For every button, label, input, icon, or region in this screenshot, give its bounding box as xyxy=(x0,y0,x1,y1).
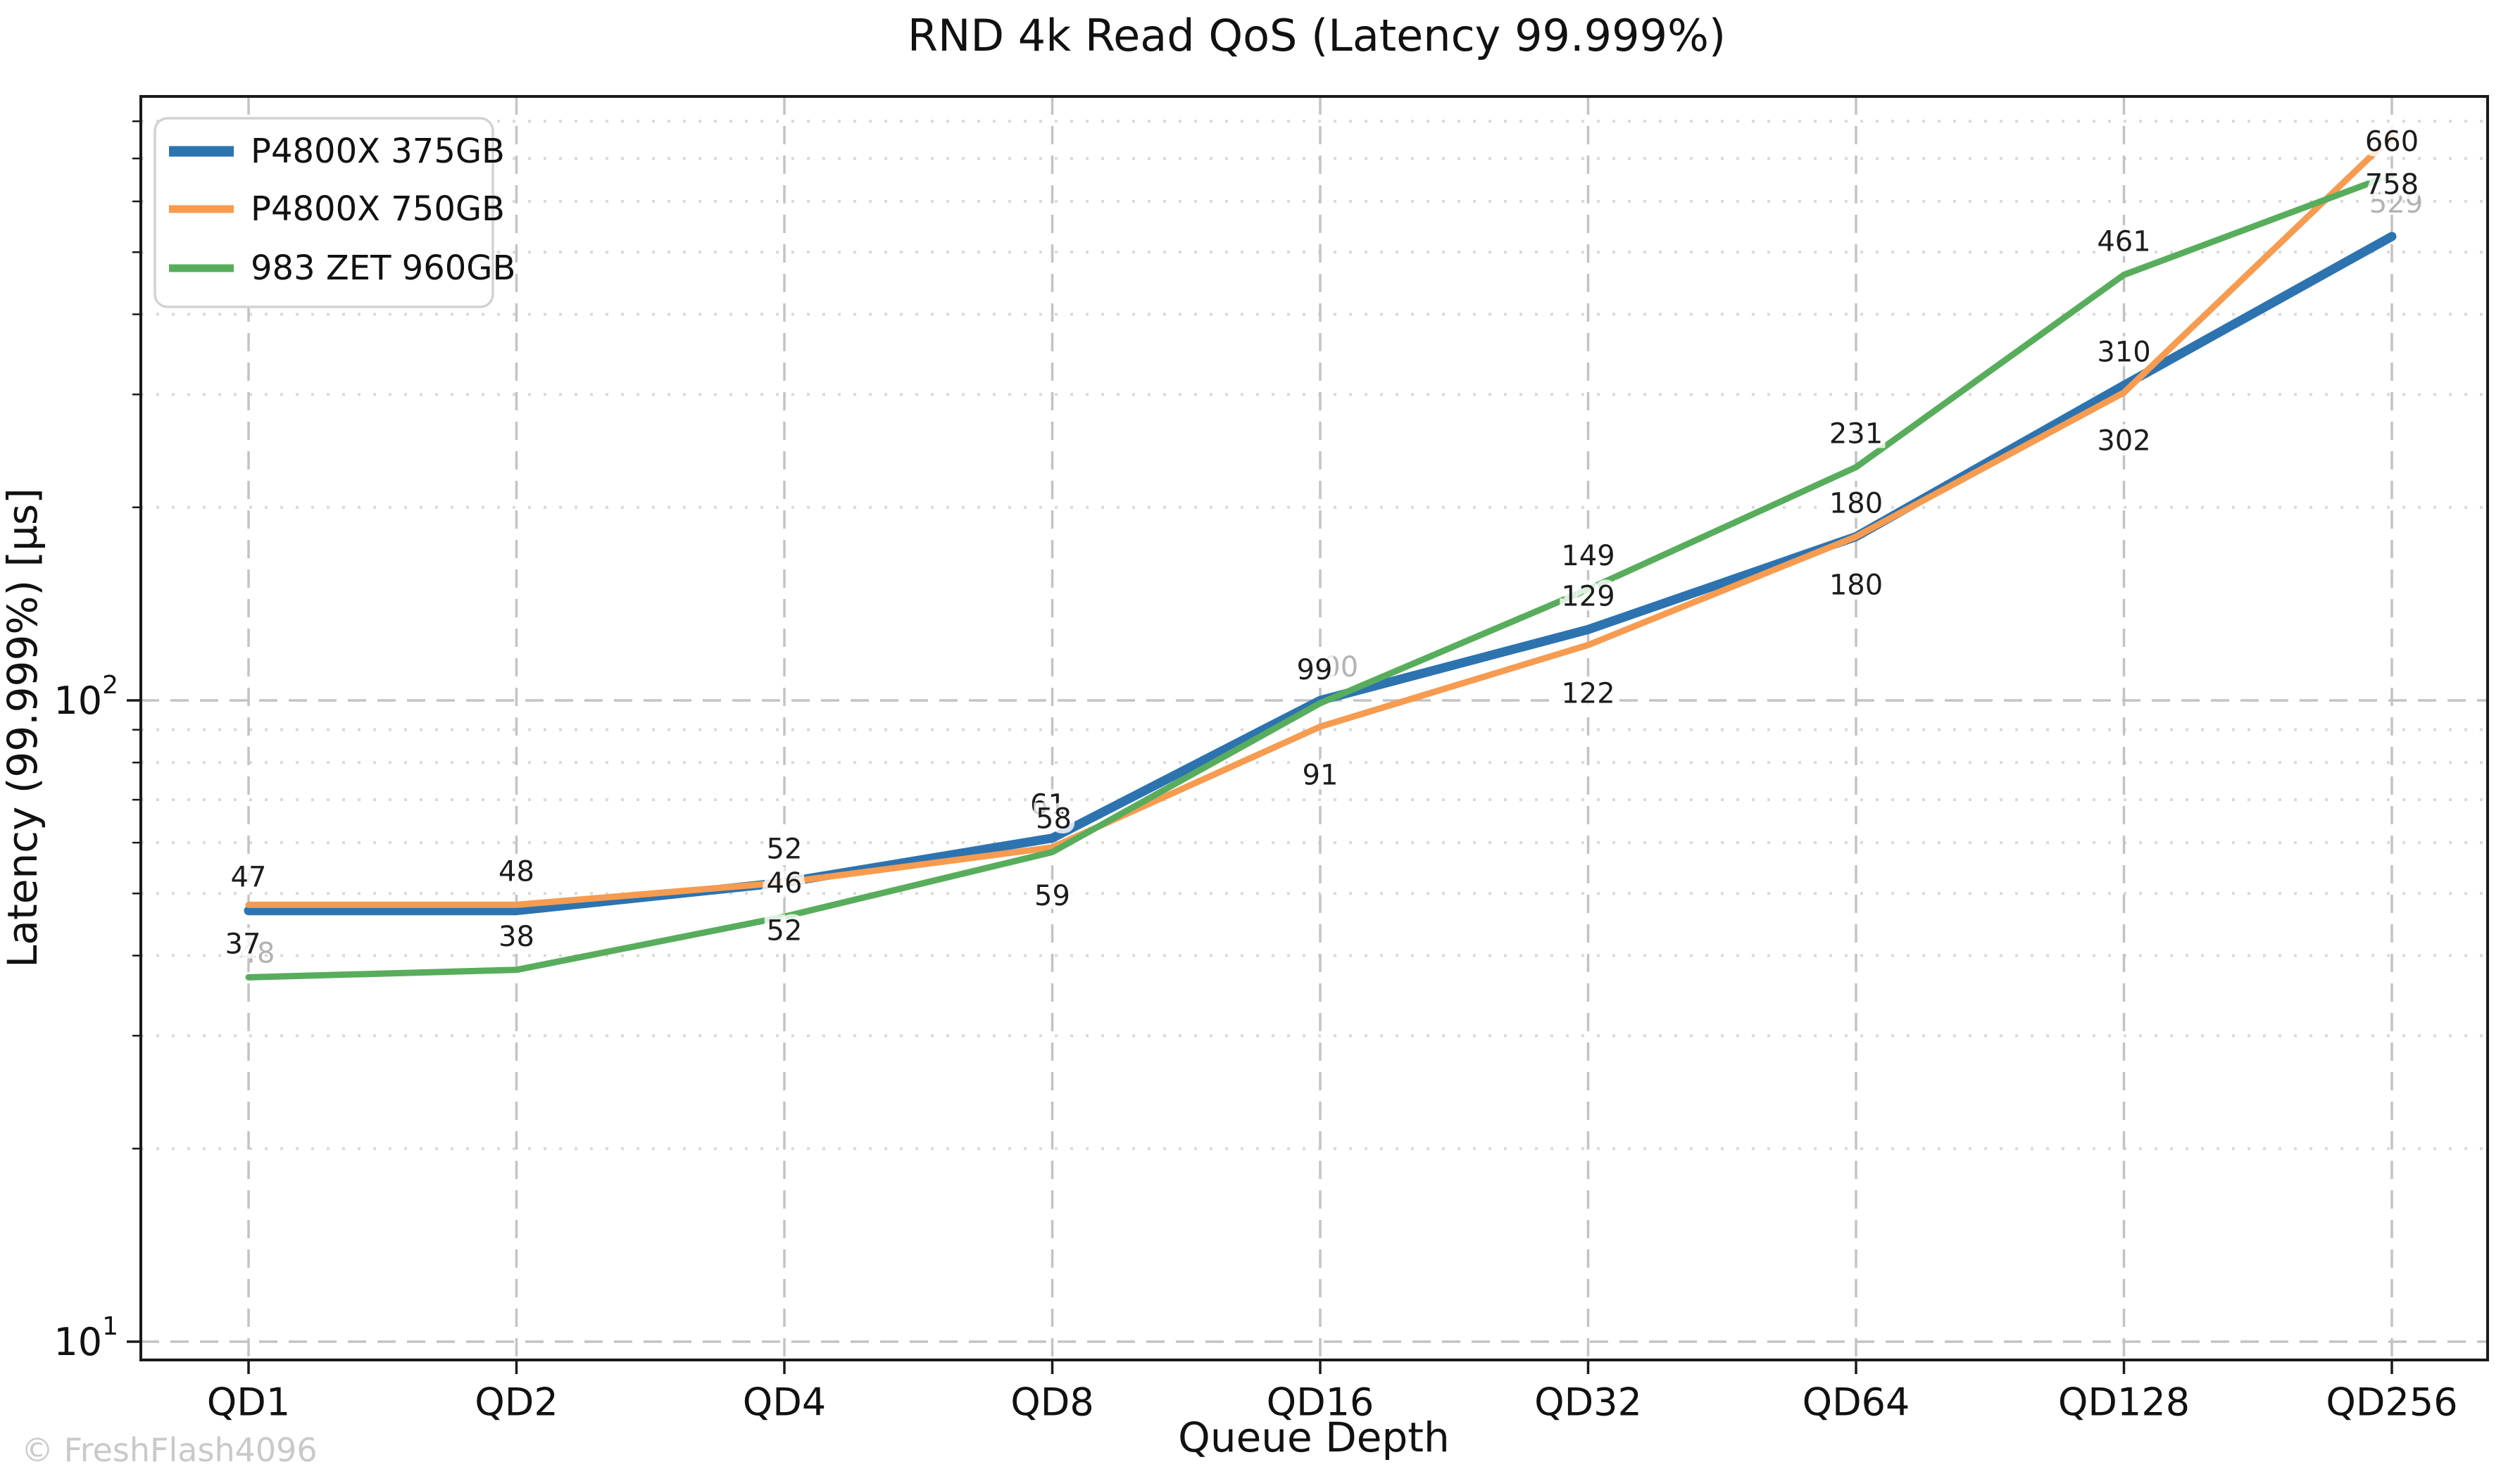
point-label: 61 xyxy=(1030,789,1066,821)
y-tick-label: 102 xyxy=(54,671,118,723)
axis-ticks: QD1 QD2 QD4 QD8 QD16 QD32 QD64 QD128 QD256 101 102 xyxy=(54,120,2458,1425)
chart-title: RND 4k Read QoS (Latency 99.999%) xyxy=(908,10,1726,61)
point-label: 100 xyxy=(1305,651,1358,684)
x-tick-label: QD16 xyxy=(1267,1380,1374,1425)
point-label: 59 xyxy=(1034,880,1070,912)
x-axis-label: Queue Depth xyxy=(1178,1413,1450,1461)
x-tick-label: QD128 xyxy=(2058,1380,2190,1425)
plot-frame xyxy=(139,95,2489,1361)
legend: P4800X 375GB P4800X 750GB 983 ZET 960GB xyxy=(153,117,515,308)
legend-item: P4800X 750GB xyxy=(169,189,505,229)
legend-label: P4800X 750GB xyxy=(251,189,505,229)
legend-item: P4800X 375GB xyxy=(169,132,505,171)
point-label: 52 xyxy=(767,833,803,866)
legend-box xyxy=(153,117,494,308)
point-label: 660 xyxy=(2365,125,2419,158)
x-tick-label: QD8 xyxy=(1010,1380,1093,1425)
x-tick-label: QD64 xyxy=(1803,1380,1910,1425)
point-label: 48 xyxy=(499,855,534,888)
point-label: 46 xyxy=(767,867,803,900)
y-axis-label: Latency (99.999%) [µs] xyxy=(0,488,46,968)
point-label: 461 xyxy=(2097,225,2150,258)
point-label: 231 xyxy=(1829,418,1883,451)
y-tick-label: 101 xyxy=(54,1312,118,1364)
legend-label: P4800X 375GB xyxy=(251,132,505,171)
point-label: 122 xyxy=(1561,677,1615,710)
point-label: 91 xyxy=(1303,759,1339,791)
plot-border xyxy=(139,95,2489,1361)
point-label: 310 xyxy=(2097,336,2150,368)
point-label: 38 xyxy=(499,921,534,953)
point-label: 758 xyxy=(2365,169,2419,201)
series-line-2 xyxy=(245,171,2395,981)
point-label: 129 xyxy=(1561,580,1615,612)
point-label: 149 xyxy=(1561,540,1615,572)
point-label: 37 xyxy=(225,928,261,960)
x-tick-label: QD256 xyxy=(2326,1380,2457,1425)
x-tick-label: QD32 xyxy=(1534,1380,1642,1425)
legend-item: 983 ZET 960GB xyxy=(169,248,515,288)
point-label: 52 xyxy=(767,915,803,947)
point-labels: 100 529 48 47 52 61 129 180 310 48 52 59 91 122 180 302… xyxy=(220,120,2424,969)
point-label: 47 xyxy=(231,862,267,894)
point-label: 529 xyxy=(2369,187,2423,220)
point-label: 99 xyxy=(1297,654,1333,686)
point-label: 58 xyxy=(1036,803,1072,836)
point-label: 180 xyxy=(1829,569,1883,601)
series-line-1 xyxy=(245,133,2395,908)
x-tick-label: QD2 xyxy=(475,1380,558,1425)
gridlines xyxy=(141,96,2488,1360)
point-label: 180 xyxy=(1829,487,1883,519)
x-tick-label: QD4 xyxy=(743,1380,826,1425)
point-label: 48 xyxy=(239,937,275,969)
point-label: 302 xyxy=(2097,425,2150,458)
legend-label: 983 ZET 960GB xyxy=(251,248,515,288)
x-tick-label: QD1 xyxy=(207,1380,290,1425)
watermark: © FreshFlash4096 xyxy=(21,1431,318,1469)
series-lines xyxy=(244,133,2397,981)
